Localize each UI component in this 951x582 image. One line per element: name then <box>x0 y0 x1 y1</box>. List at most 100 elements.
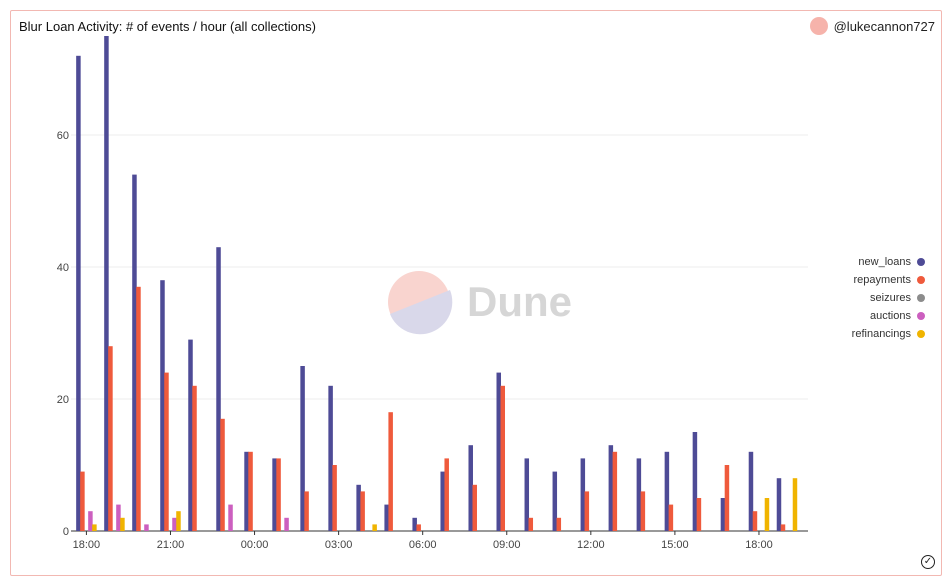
check-icon[interactable]: ✓ <box>921 555 935 569</box>
chart-legend: new_loans repayments seizures auctions refin… <box>852 253 925 343</box>
bar-refinancings[interactable] <box>792 478 798 531</box>
bar-repayments[interactable] <box>220 418 225 531</box>
bar-repayments[interactable] <box>500 385 506 531</box>
bar-repayments[interactable] <box>332 465 337 531</box>
bar-repayments[interactable] <box>472 484 477 531</box>
legend-label: new_loans <box>858 256 911 268</box>
bar-new_loans[interactable] <box>244 451 249 531</box>
legend-label: refinancings <box>851 328 911 340</box>
bar-auctions[interactable] <box>116 504 121 531</box>
bar-repayments[interactable] <box>752 511 758 531</box>
bar-repayments[interactable] <box>780 524 786 531</box>
bar-repayments[interactable] <box>640 491 646 531</box>
bar-new_loans[interactable] <box>636 458 642 531</box>
bar-repayments[interactable] <box>276 458 281 531</box>
legend-label: auctions <box>870 310 911 322</box>
bar-repayments[interactable] <box>584 491 590 531</box>
legend-item-refinancings[interactable]: refinancings <box>852 325 925 343</box>
bar-auctions[interactable] <box>284 517 289 531</box>
bar-new_loans[interactable] <box>664 451 670 531</box>
bar-new_loans[interactable] <box>776 478 782 531</box>
bar-repayments[interactable] <box>360 491 365 531</box>
bar-repayments[interactable] <box>108 346 113 531</box>
bar-new_loans[interactable] <box>272 458 277 531</box>
watermark-text: Dune <box>467 278 572 325</box>
bar-auctions[interactable] <box>172 517 177 531</box>
legend-item-repayments[interactable]: repayments <box>852 271 925 289</box>
bar-repayments[interactable] <box>164 372 169 531</box>
x-tick-label: 06:00 <box>409 539 437 551</box>
bar-new_loans[interactable] <box>720 498 726 531</box>
x-tick-label: 00:00 <box>241 539 269 551</box>
bar-new_loans[interactable] <box>580 458 586 531</box>
x-tick-label: 03:00 <box>325 539 353 551</box>
y-tick-label: 0 <box>63 526 69 538</box>
bar-auctions[interactable] <box>228 504 233 531</box>
y-tick-label: 40 <box>57 262 69 274</box>
bar-new_loans[interactable] <box>160 280 165 531</box>
bar-new_loans[interactable] <box>412 517 417 531</box>
bar-new_loans[interactable] <box>524 458 530 531</box>
bar-new_loans[interactable] <box>216 247 221 531</box>
bar-repayments[interactable] <box>444 458 449 531</box>
bar-new_loans[interactable] <box>552 471 558 531</box>
bar-repayments[interactable] <box>80 471 85 531</box>
chart-card: Blur Loan Activity: # of events / hour (… <box>10 10 942 576</box>
bar-new_loans[interactable] <box>188 339 193 531</box>
chart-plot: Dune 0 20 40 60 18:00 21:00 00:00 03:00 06:00 09… <box>57 36 808 551</box>
bar-new_loans[interactable] <box>608 445 614 531</box>
bar-new_loans[interactable] <box>468 445 473 531</box>
bar-auctions[interactable] <box>88 511 93 531</box>
bar-refinancings[interactable] <box>176 511 181 531</box>
bar-new_loans[interactable] <box>104 36 109 531</box>
y-tick-label: 60 <box>57 130 69 142</box>
bar-new_loans[interactable] <box>440 471 445 531</box>
bar-new_loans[interactable] <box>356 484 361 531</box>
bar-repayments[interactable] <box>416 524 421 531</box>
legend-dot-icon <box>917 294 925 302</box>
bar-new_loans[interactable] <box>748 451 754 531</box>
bar-repayments[interactable] <box>528 517 534 531</box>
bar-repayments[interactable] <box>248 451 253 531</box>
bar-repayments[interactable] <box>612 451 618 531</box>
y-tick-label: 20 <box>57 394 69 406</box>
legend-dot-icon <box>917 330 925 338</box>
avatar <box>809 17 828 35</box>
bar-refinancings[interactable] <box>764 498 770 531</box>
x-tick-label: 18:00 <box>745 539 773 551</box>
x-tick-label: 18:00 <box>73 539 101 551</box>
bar-new_loans[interactable] <box>76 55 81 532</box>
bar-repayments[interactable] <box>668 504 674 531</box>
legend-label: seizures <box>870 292 911 304</box>
x-tick-label: 09:00 <box>493 539 521 551</box>
legend-item-auctions[interactable]: auctions <box>852 307 925 325</box>
legend-label: repayments <box>853 274 911 286</box>
legend-dot-icon <box>917 258 925 266</box>
bar-refinancings[interactable] <box>92 524 97 531</box>
bar-repayments[interactable] <box>192 385 197 531</box>
bar-refinancings[interactable] <box>120 517 125 531</box>
bar-repayments[interactable] <box>696 498 702 531</box>
bar-repayments[interactable] <box>388 412 393 531</box>
bar-new_loans[interactable] <box>132 174 137 531</box>
legend-item-new_loans[interactable]: new_loans <box>852 253 925 271</box>
author-badge[interactable]: @lukecannon727 <box>809 17 935 35</box>
author-name: @lukecannon727 <box>833 18 935 34</box>
x-tick-label: 21:00 <box>157 539 185 551</box>
bar-auctions[interactable] <box>144 524 149 531</box>
bar-repayments[interactable] <box>304 491 309 531</box>
chart-title: Blur Loan Activity: # of events / hour (… <box>19 19 316 34</box>
bar-new_loans[interactable] <box>496 372 502 531</box>
legend-item-seizures[interactable]: seizures <box>852 289 925 307</box>
bar-new_loans[interactable] <box>384 504 389 531</box>
bar-new_loans[interactable] <box>692 432 698 531</box>
bar-new_loans[interactable] <box>328 385 333 531</box>
bar-repayments[interactable] <box>724 465 730 531</box>
bar-refinancings[interactable] <box>372 524 377 531</box>
bar-repayments[interactable] <box>556 517 562 531</box>
x-tick-label: 12:00 <box>577 539 605 551</box>
legend-dot-icon <box>917 312 925 320</box>
dune-watermark: Dune <box>388 271 572 335</box>
bar-new_loans[interactable] <box>300 366 305 531</box>
bar-repayments[interactable] <box>136 286 141 531</box>
